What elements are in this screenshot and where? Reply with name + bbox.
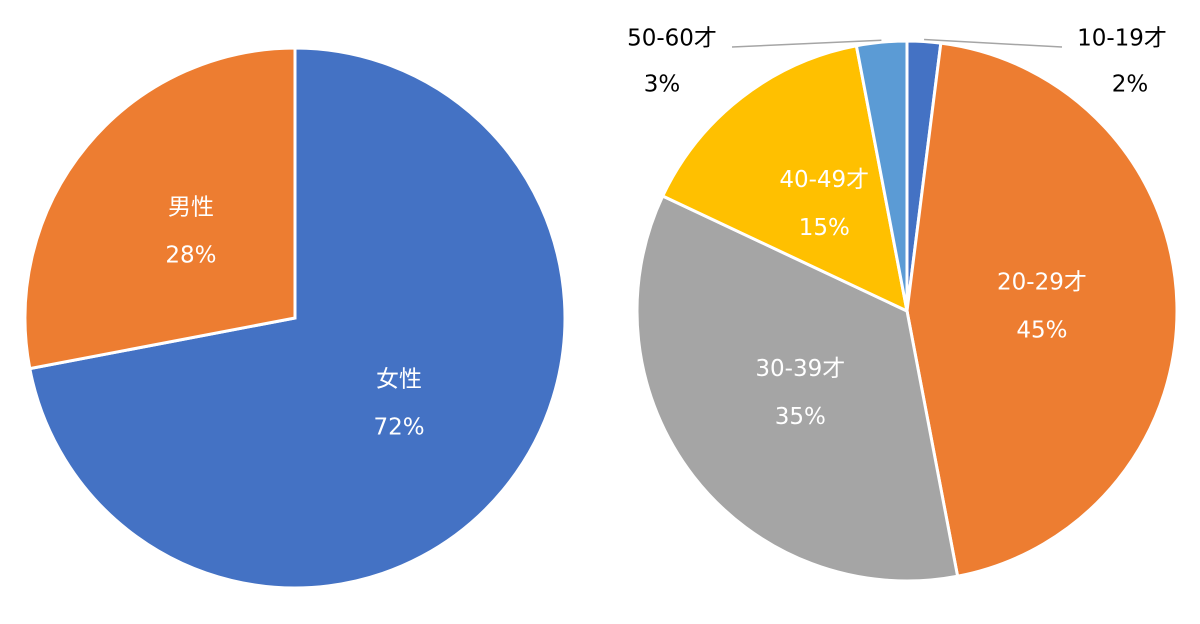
value-label: 28% <box>165 242 216 268</box>
value-label: 2% <box>1112 72 1149 98</box>
leader-line <box>924 38 1063 48</box>
value-label: 3% <box>644 72 681 98</box>
slice-label: 男性 <box>168 194 214 220</box>
value-label: 15% <box>799 215 850 241</box>
slice-label: 20-29才 <box>997 269 1087 295</box>
slice-label: 30-39才 <box>755 356 845 382</box>
value-label: 72% <box>373 415 424 441</box>
slice-label: 50-60才 <box>627 26 717 52</box>
slice-label: 40-49才 <box>779 167 869 193</box>
value-label: 45% <box>1016 317 1067 343</box>
slice-label: 女性 <box>376 367 422 393</box>
pie-slice <box>635 194 960 583</box>
pie-slice <box>28 46 567 590</box>
leader-line <box>731 39 882 48</box>
pie-slice <box>23 46 297 371</box>
pie-slice <box>660 44 910 314</box>
slice-label: 10-19才 <box>1077 26 1167 52</box>
value-label: 35% <box>775 404 826 430</box>
pie-slice <box>854 39 909 312</box>
pie-slice <box>905 41 1179 578</box>
